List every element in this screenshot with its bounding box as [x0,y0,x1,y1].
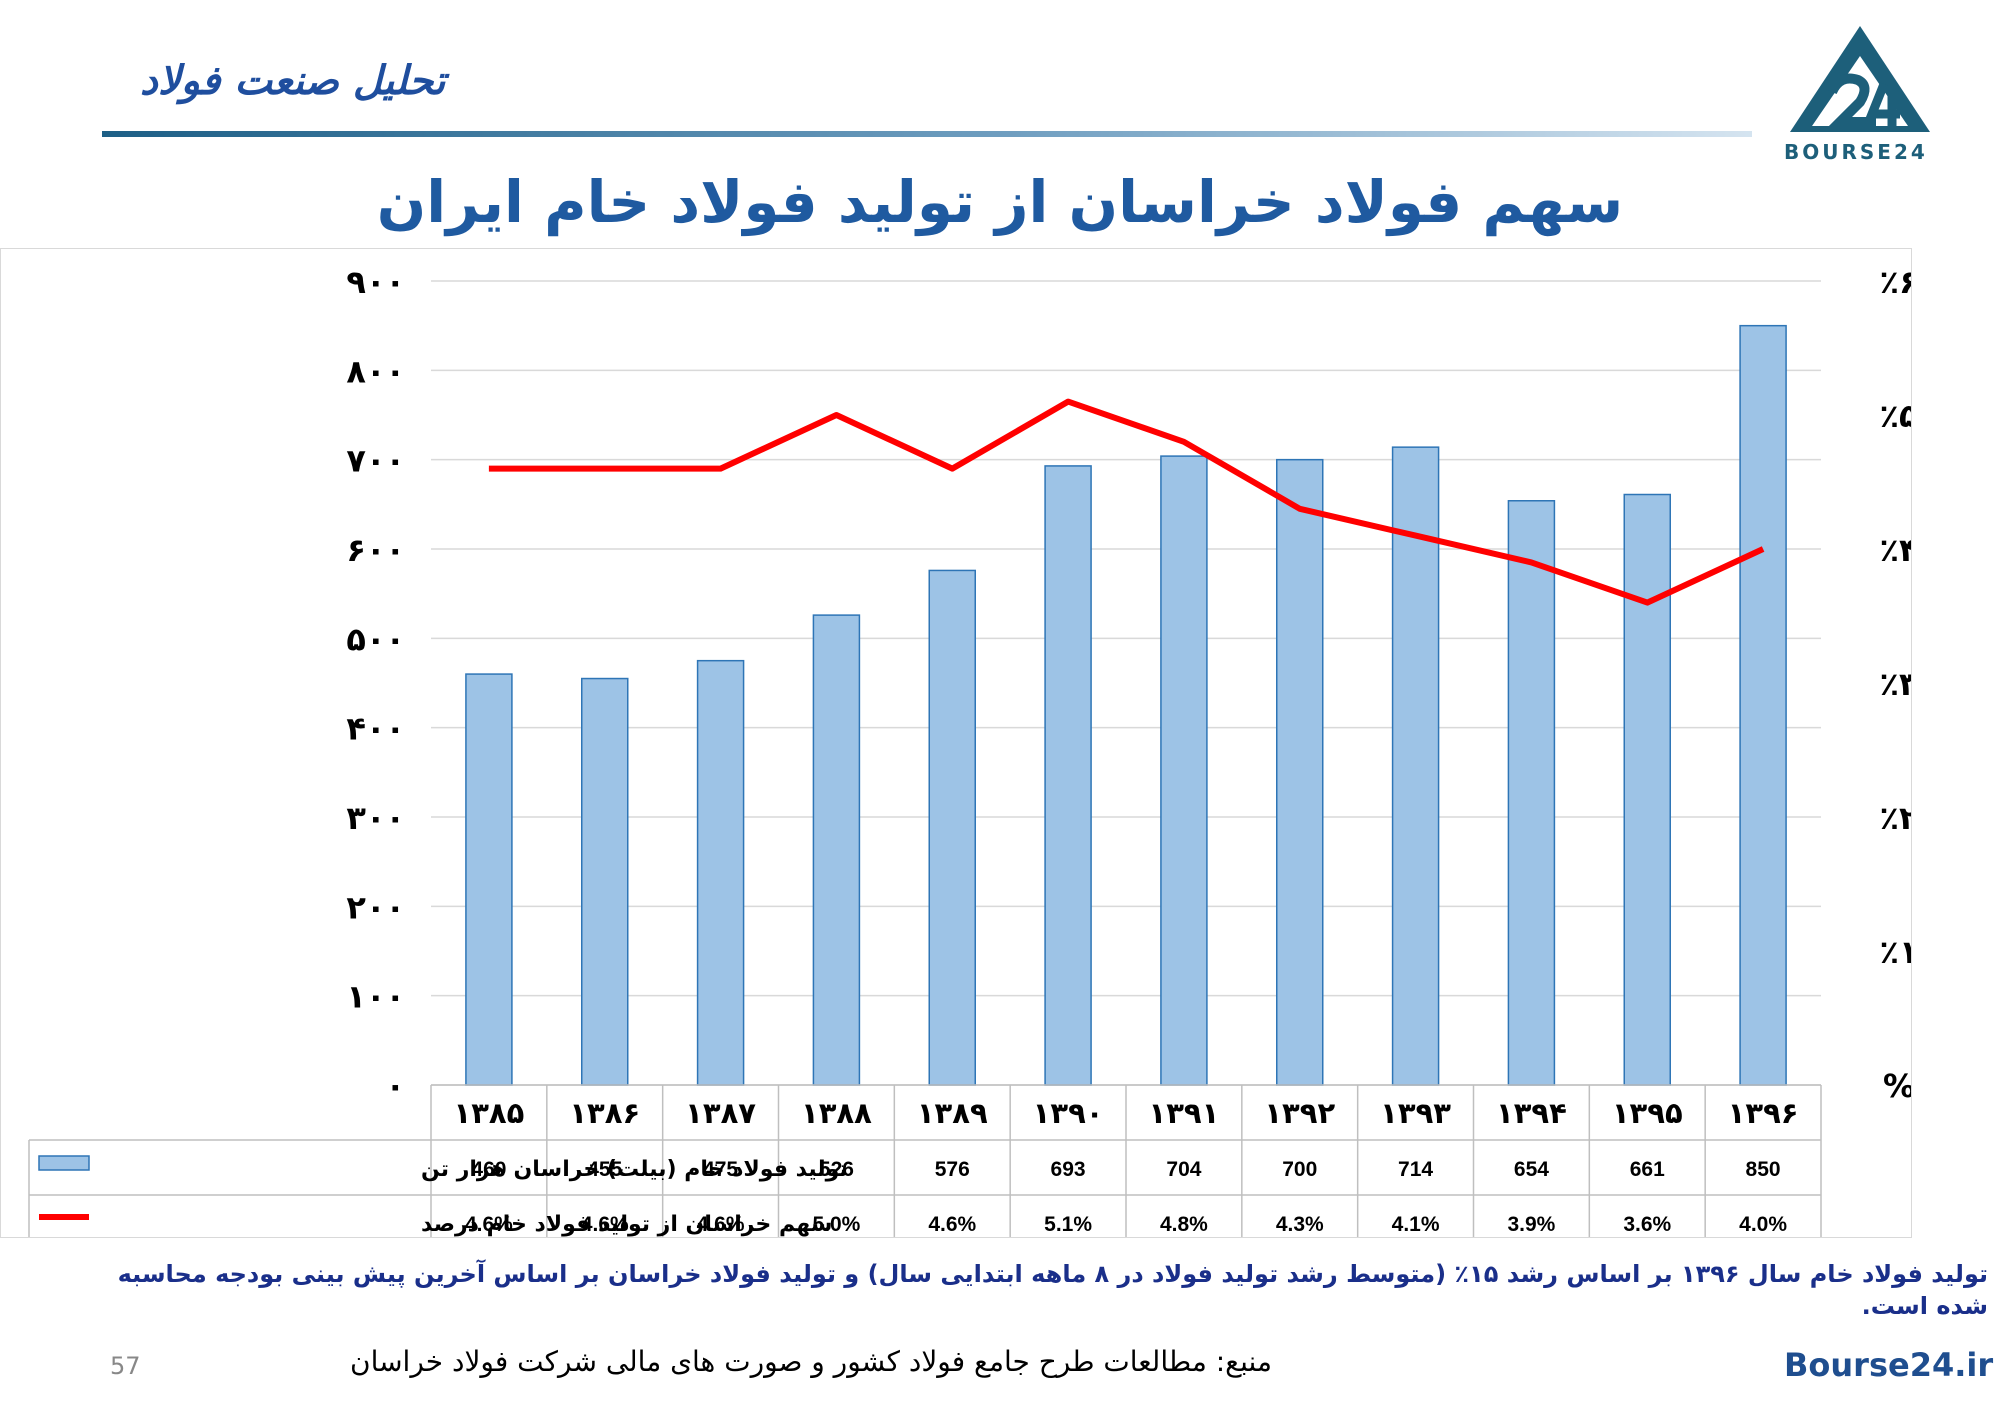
y-tick-label: ۱۰۰ [346,978,405,1016]
source-text: منبع: مطالعات طرح جامع فولاد کشور و صورت… [350,1345,1272,1378]
y2-tick-label: % [1883,1067,1911,1105]
bar-data-label: 475 [703,1158,738,1181]
x-tick-label: ۱۳۸۹ [917,1096,988,1130]
y2-tick-label: ٪۳ [1879,665,1911,703]
line-data-label: 4.3% [1276,1213,1324,1236]
y2-tick-label: ٪۴ [1879,531,1911,569]
y2-tick-label: ٪۲ [1879,799,1911,837]
line-data-label: 3.9% [1507,1213,1555,1236]
bar-3 [696,659,745,1086]
line-data-label: 4.6% [465,1213,513,1236]
bar-9 [1391,446,1440,1086]
bar-data-label: 704 [1166,1158,1201,1181]
bar-data-label: 576 [935,1158,970,1181]
line-data-label: 4.1% [1392,1213,1440,1236]
chart-area: ۰ ۱۰۰ ۲۰۰ ۳۰۰ ۴۰۰ ۵۰۰ ۶۰۰ ۷۰۰ ۸۰۰ ۹۰۰% ٪۱ ٪۲ ٪۳ ٪۴ ٪۵ ٪… [0,248,1912,1238]
y-tick-label: ۲۰۰ [346,888,405,926]
bar-data-label: 850 [1746,1158,1781,1181]
line-data-label: 4.0% [1739,1213,1787,1236]
x-tick-label: ۱۳۸۸ [801,1096,872,1130]
bar-2 [581,677,629,1086]
legend-bar-key [38,1155,90,1171]
bar-data-label: 700 [1282,1158,1317,1181]
legend-line-label: سهم خراسان از تولید فولاد خام درصد [421,1212,832,1237]
site-link[interactable]: Bourse24.ir [1784,1346,1994,1384]
bar-11 [1623,493,1671,1086]
x-tick-label: ۱۳۸۶ [569,1096,640,1130]
bar-data-label: 693 [1051,1158,1086,1181]
y-tick-label: ۸۰۰ [346,352,405,390]
y-tick-label: ۶۰۰ [346,531,405,569]
header-divider [102,131,1752,137]
bar-data-label: 654 [1514,1158,1549,1181]
y2-tick-label: ٪۱ [1879,933,1911,971]
logo-text: BOURSE24 [1784,140,1928,164]
y2-tick-label: ٪۶ [1879,263,1911,301]
bar-8 [1276,458,1324,1086]
y-tick-label: ۹۰۰ [346,263,405,301]
share-line [488,398,1765,606]
y-tick-label: ۴۰۰ [346,710,405,748]
line-data-label: 4.6% [697,1213,745,1236]
footnote: تولید فولاد خام سال ۱۳۹۶ بر اساس رشد ۱۵٪… [117,1260,1988,1321]
bar-4 [812,614,861,1086]
line-data-label: 3.6% [1623,1213,1671,1236]
bar-data-label: 460 [471,1158,506,1181]
bourse24-logo-icon [1790,26,1930,132]
y2-tick-label: ٪۵ [1879,397,1911,435]
line-data-label: 4.6% [581,1213,629,1236]
page-number: 57 [110,1352,141,1380]
y-tick-label: ۳۰۰ [346,799,405,837]
line-data-label: 4.8% [1160,1213,1208,1236]
bar-7 [1160,455,1208,1086]
y-tick-label: ۷۰۰ [346,442,405,480]
chart-title: سهم فولاد خراسان از تولید فولاد خام ایرا… [376,168,1624,236]
line-data-label: 5.1% [1044,1213,1092,1236]
x-tick-label: ۱۳۹۰ [1033,1096,1104,1130]
x-tick-label: ۱۳۹۶ [1728,1096,1799,1130]
x-tick-label: ۱۳۹۵ [1612,1096,1683,1130]
bar-10 [1507,500,1556,1086]
y-tick-label: ۵۰۰ [346,620,405,658]
bar-1 [465,673,513,1086]
bar-data-label: 661 [1630,1158,1665,1181]
bar-data-label: 526 [819,1158,854,1181]
x-tick-label: ۱۳۸۷ [685,1096,756,1130]
bar-5 [928,569,976,1086]
chart: ۰ ۱۰۰ ۲۰۰ ۳۰۰ ۴۰۰ ۵۰۰ ۶۰۰ ۷۰۰ ۸۰۰ ۹۰۰% ٪۱ ٪۲ ٪۳ ٪۴ ٪۵ ٪… [28,263,1911,1237]
line-data-label: 5.0% [812,1213,860,1236]
x-tick-label: ۱۳۹۳ [1380,1096,1451,1130]
bar-12 [1739,324,1787,1086]
legend-bar-label: تولید فولاد خام (بیلت) خراسان هزار تن [421,1157,848,1182]
x-tick-label: ۱۳۸۵ [454,1096,525,1130]
x-tick-label: ۱۳۹۱ [1149,1096,1220,1130]
x-tick-label: ۱۳۹۲ [1264,1096,1335,1130]
bar-6 [1044,465,1092,1086]
line-data-label: 4.6% [928,1213,976,1236]
bar-data-label: 455 [587,1158,622,1181]
y-tick-label: ۰ [385,1067,405,1105]
bar-data-label: 714 [1398,1158,1433,1181]
brand-title: تحلیل صنعت فولاد [140,58,446,104]
x-tick-label: ۱۳۹۴ [1496,1096,1567,1130]
